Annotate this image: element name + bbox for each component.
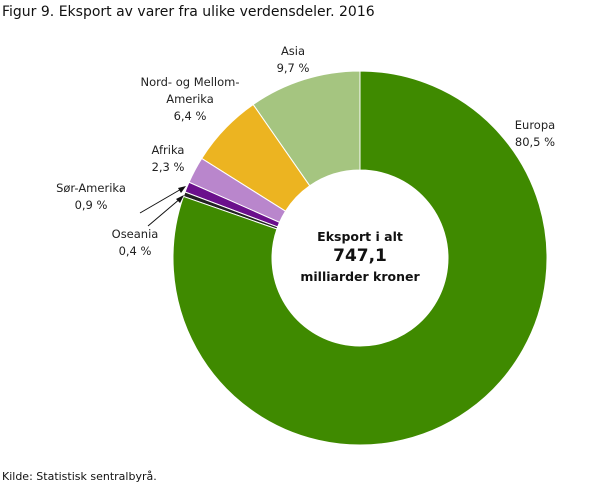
slice bbox=[172, 70, 548, 446]
slice bbox=[200, 103, 311, 212]
slice-label: Oseania bbox=[111, 227, 159, 241]
value-label: 9,7 % bbox=[276, 61, 310, 75]
value-label: 2,3 % bbox=[151, 160, 185, 174]
source: Kilde: Statistisk sentralbyrå. bbox=[2, 470, 157, 483]
arrowhead bbox=[176, 195, 184, 203]
slice-label: Europa bbox=[514, 118, 556, 132]
slice bbox=[188, 157, 287, 224]
value-label: 0,4 % bbox=[118, 244, 152, 258]
value-label: 6,4 % bbox=[173, 109, 207, 123]
arrowhead bbox=[178, 186, 186, 193]
value-label: 80,5 % bbox=[514, 135, 556, 149]
slice-label: Asia bbox=[280, 44, 306, 58]
chart-title: Figur 9. Eksport av varer fra ulike verd… bbox=[2, 4, 375, 20]
center-value: 747,1 bbox=[333, 246, 387, 266]
slice-label: Afrika bbox=[151, 143, 185, 157]
leader-line bbox=[139, 187, 184, 214]
slice-label: Sør-Amerika bbox=[56, 181, 126, 195]
center-label: Eksport i alt bbox=[317, 229, 403, 244]
slice-label: Nord- og Mellom-Amerika bbox=[140, 75, 240, 106]
leader-line bbox=[147, 197, 182, 227]
center-unit: milliarder kroner bbox=[300, 269, 420, 284]
value-label: 0,9 % bbox=[74, 198, 108, 212]
